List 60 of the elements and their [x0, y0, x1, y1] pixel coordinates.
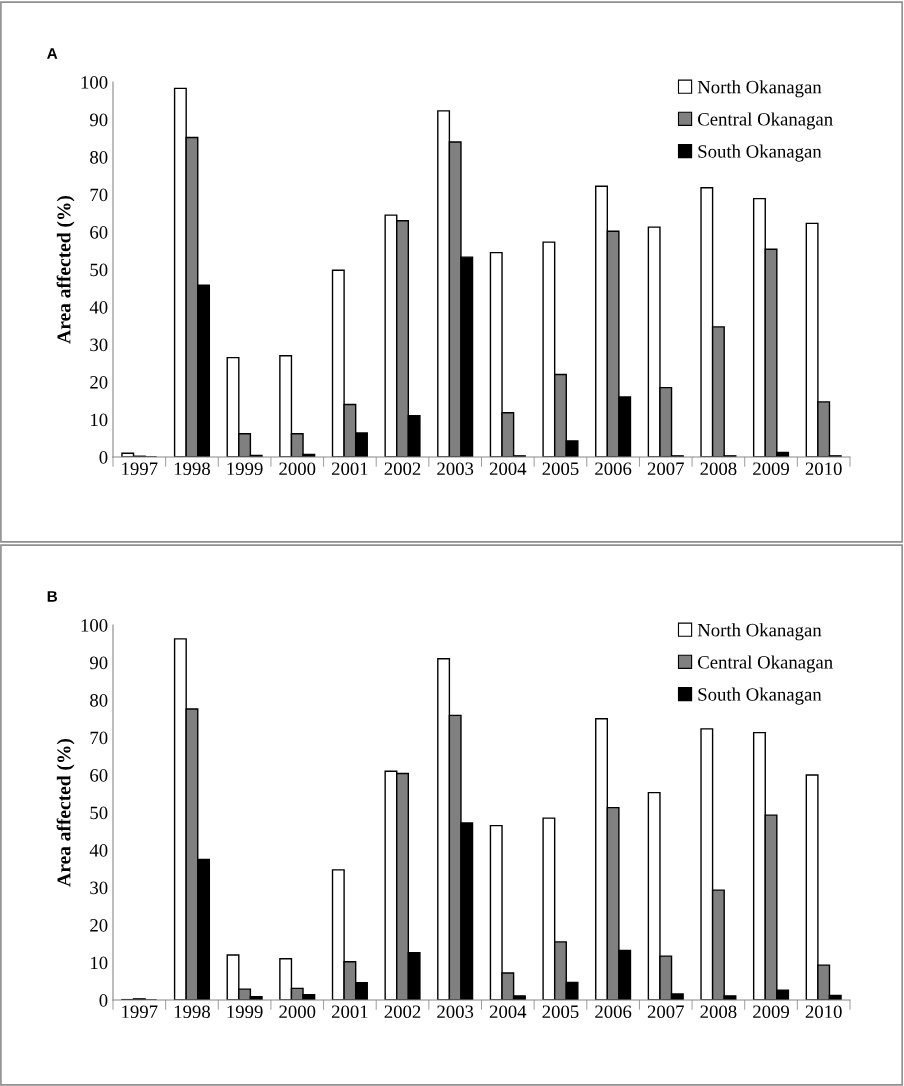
y-tick-label: 60	[90, 769, 108, 782]
legend-label: Central Okanagan	[698, 655, 833, 673]
x-tick-label: 2008	[700, 1005, 737, 1019]
chart-title: A	[47, 48, 58, 59]
x-tick-label: 2004	[489, 1005, 527, 1019]
legend-label: South Okanagan	[698, 687, 822, 705]
x-tick-label: 2000	[279, 1005, 316, 1019]
y-tick-label: 90	[89, 113, 108, 127]
x-tick-label: 2006	[595, 462, 632, 476]
y-tick-label: 0	[99, 994, 108, 1007]
x-tick-label: 2009	[753, 1005, 790, 1019]
x-tick-label: 2001	[331, 462, 368, 476]
x-tick-label: 2003	[437, 1005, 474, 1019]
x-tick-label: 2008	[700, 462, 737, 476]
x-tick-label: 2005	[542, 1005, 579, 1019]
y-tick-label: 70	[90, 188, 108, 202]
y-tick-label: 40	[89, 301, 108, 314]
x-tick-label: 2000	[279, 462, 316, 476]
x-tick-label: 1999	[227, 1005, 263, 1019]
y-tick-label: 70	[90, 731, 108, 745]
x-tick-label: 2001	[331, 1005, 368, 1019]
legend-label: Central Okanagan	[698, 112, 833, 130]
legend-label: North Okanagan	[697, 80, 822, 98]
x-tick-label: 2006	[595, 1005, 632, 1019]
y-tick-label: 50	[90, 806, 108, 820]
y-tick-label: 10	[91, 413, 108, 427]
y-axis-title: Area affected (%)	[56, 739, 75, 887]
x-tick-label: 2009	[753, 462, 790, 476]
x-tick-label: 2002	[384, 462, 421, 476]
x-tick-label: 2005	[542, 462, 579, 476]
y-tick-label: 90	[89, 656, 108, 670]
y-tick-label: 30	[90, 881, 108, 895]
x-tick-label: 1997	[122, 462, 158, 476]
x-tick-label: 2010	[805, 462, 842, 476]
x-tick-label: 1998	[174, 1005, 210, 1019]
legend-label: South Okanagan	[698, 144, 822, 162]
y-tick-label: 30	[90, 338, 108, 352]
x-tick-label: 2007	[647, 462, 684, 476]
x-tick-label: 2004	[489, 462, 527, 476]
y-tick-label: 60	[90, 226, 108, 239]
y-tick-label: 100	[81, 76, 108, 89]
x-tick-label: 1999	[227, 462, 263, 476]
y-tick-label: 80	[90, 151, 108, 164]
chart-title: B	[47, 591, 58, 602]
y-tick-label: 0	[99, 451, 108, 464]
legend-label: North Okanagan	[697, 623, 822, 641]
y-axis-title: Area affected (%)	[56, 196, 75, 344]
x-tick-label: 2010	[805, 1005, 842, 1019]
x-tick-label: 1998	[174, 462, 210, 476]
x-tick-label: 1997	[122, 1005, 158, 1019]
y-tick-label: 50	[90, 263, 108, 277]
x-tick-label: 2003	[437, 462, 474, 476]
x-tick-label: 2007	[647, 1005, 684, 1019]
y-tick-label: 20	[90, 919, 108, 932]
y-tick-label: 80	[90, 694, 108, 707]
y-tick-label: 40	[89, 844, 108, 857]
x-tick-label: 2002	[384, 1005, 421, 1019]
y-tick-label: 10	[91, 956, 108, 970]
y-tick-label: 20	[90, 376, 108, 389]
y-tick-label: 100	[81, 619, 108, 632]
